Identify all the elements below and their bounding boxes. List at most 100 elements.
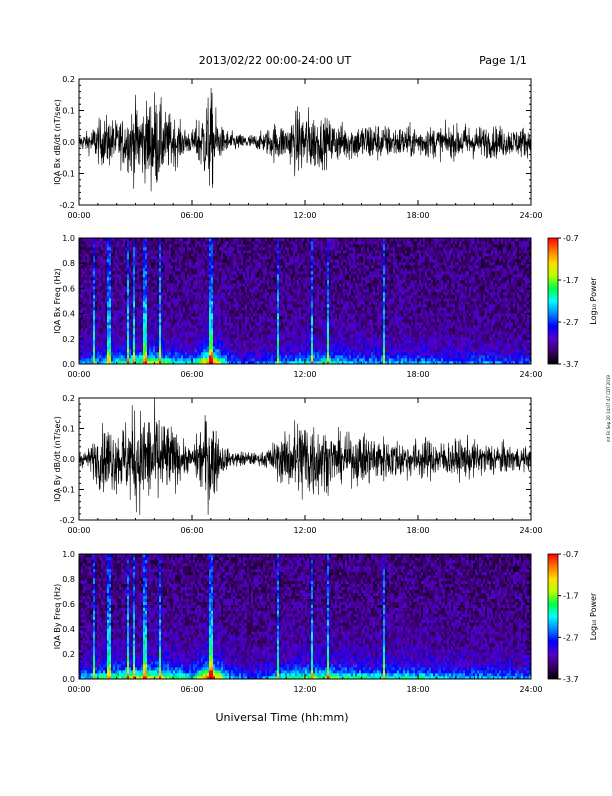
heatmap-cell bbox=[127, 313, 129, 316]
heatmap-cell bbox=[135, 331, 137, 334]
heatmap-cell bbox=[175, 283, 177, 286]
heatmap-cell bbox=[111, 268, 113, 271]
heatmap-cell bbox=[285, 277, 287, 280]
heatmap-cell bbox=[83, 292, 85, 295]
heatmap-cell bbox=[95, 355, 97, 358]
heatmap-cell bbox=[217, 265, 219, 268]
heatmap-cell bbox=[271, 277, 273, 280]
heatmap-cell bbox=[295, 346, 297, 349]
heatmap-cell bbox=[85, 259, 87, 262]
heatmap-cell bbox=[247, 313, 249, 316]
heatmap-cell bbox=[177, 343, 179, 346]
heatmap-cell bbox=[133, 328, 135, 331]
heatmap-cell bbox=[193, 322, 195, 325]
heatmap-cell bbox=[255, 241, 257, 244]
heatmap-cell bbox=[105, 340, 107, 343]
heatmap-cell bbox=[181, 322, 183, 325]
heatmap-cell bbox=[181, 301, 183, 304]
heatmap-cell bbox=[153, 286, 155, 289]
heatmap-cell bbox=[303, 355, 305, 358]
heatmap-cell bbox=[207, 292, 209, 295]
heatmap-cell bbox=[283, 295, 285, 298]
heatmap-cell bbox=[129, 349, 131, 352]
heatmap-cell bbox=[115, 340, 117, 343]
heatmap-cell bbox=[305, 292, 307, 295]
heatmap-cell bbox=[237, 331, 239, 334]
heatmap-cell bbox=[277, 256, 279, 259]
heatmap-cell bbox=[83, 331, 85, 334]
heatmap-cell bbox=[189, 328, 191, 331]
heatmap-cell bbox=[187, 241, 189, 244]
heatmap-cell bbox=[83, 316, 85, 319]
heatmap-cell bbox=[111, 346, 113, 349]
heatmap-cell bbox=[297, 241, 299, 244]
heatmap-cell bbox=[273, 289, 275, 292]
heatmap-cell bbox=[101, 295, 103, 298]
heatmap-cell bbox=[185, 346, 187, 349]
heatmap-cell bbox=[193, 280, 195, 283]
heatmap-cell bbox=[181, 331, 183, 334]
heatmap-cell bbox=[115, 355, 117, 358]
heatmap-cell bbox=[93, 244, 95, 247]
heatmap-cell bbox=[225, 295, 227, 298]
heatmap-cell bbox=[211, 250, 213, 253]
heatmap-cell bbox=[145, 340, 147, 343]
heatmap-cell bbox=[93, 340, 95, 343]
heatmap-cell bbox=[141, 352, 143, 355]
heatmap-cell bbox=[215, 292, 217, 295]
heatmap-cell bbox=[239, 247, 241, 250]
heatmap-cell bbox=[111, 337, 113, 340]
heatmap-cell bbox=[293, 310, 295, 313]
heatmap-cell bbox=[177, 316, 179, 319]
heatmap-cell bbox=[307, 310, 309, 313]
heatmap-cell bbox=[203, 277, 205, 280]
heatmap-cell bbox=[203, 283, 205, 286]
heatmap-cell bbox=[159, 340, 161, 343]
heatmap-cell bbox=[283, 349, 285, 352]
heatmap-cell bbox=[81, 316, 83, 319]
heatmap-cell bbox=[243, 301, 245, 304]
heatmap-cell bbox=[221, 328, 223, 331]
heatmap-cell bbox=[309, 253, 311, 256]
heatmap-cell bbox=[283, 253, 285, 256]
heatmap-cell bbox=[203, 349, 205, 352]
heatmap-cell bbox=[263, 283, 265, 286]
heatmap-cell bbox=[111, 358, 113, 361]
heatmap-cell bbox=[215, 313, 217, 316]
heatmap-cell bbox=[179, 352, 181, 355]
heatmap-cell bbox=[191, 265, 193, 268]
heatmap-cell bbox=[199, 316, 201, 319]
heatmap-cell bbox=[99, 286, 101, 289]
heatmap-cell bbox=[165, 343, 167, 346]
heatmap-cell bbox=[311, 349, 313, 352]
heatmap-cell bbox=[123, 259, 125, 262]
heatmap-cell bbox=[213, 253, 215, 256]
heatmap-cell bbox=[161, 271, 163, 274]
heatmap-cell bbox=[259, 241, 261, 244]
heatmap-cell bbox=[155, 292, 157, 295]
heatmap-cell bbox=[299, 322, 301, 325]
heatmap-cell bbox=[115, 307, 117, 310]
heatmap-cell bbox=[299, 259, 301, 262]
heatmap-cell bbox=[205, 289, 207, 292]
heatmap-cell bbox=[271, 328, 273, 331]
heatmap-cell bbox=[197, 322, 199, 325]
heatmap-cell bbox=[143, 280, 145, 283]
heatmap-cell bbox=[277, 313, 279, 316]
heatmap-cell bbox=[151, 283, 153, 286]
heatmap-cell bbox=[247, 322, 249, 325]
heatmap-cell bbox=[305, 343, 307, 346]
heatmap-cell bbox=[161, 331, 163, 334]
heatmap-cell bbox=[253, 316, 255, 319]
heatmap-cell bbox=[169, 328, 171, 331]
heatmap-cell bbox=[281, 328, 283, 331]
heatmap-cell bbox=[103, 244, 105, 247]
heatmap-cell bbox=[181, 337, 183, 340]
heatmap-cell bbox=[239, 352, 241, 355]
heatmap-cell bbox=[269, 331, 271, 334]
heatmap-cell bbox=[127, 298, 129, 301]
heatmap-cell bbox=[185, 271, 187, 274]
heatmap-cell bbox=[223, 328, 225, 331]
heatmap-cell bbox=[181, 307, 183, 310]
heatmap-cell bbox=[109, 352, 111, 355]
